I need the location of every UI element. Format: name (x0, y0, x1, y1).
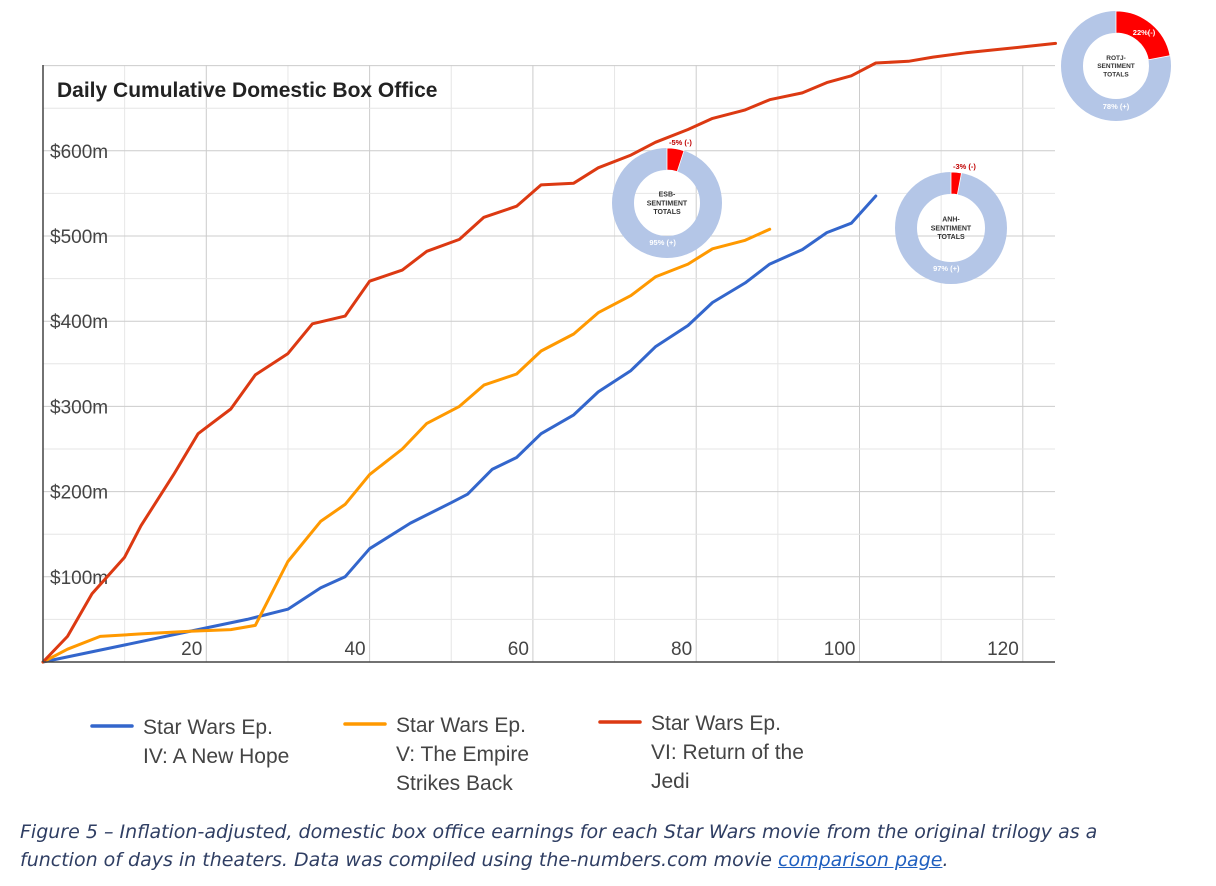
legend-label: VI: Return of the (651, 741, 804, 764)
series-line-1 (41, 194, 878, 664)
y-tick-label: $600m (50, 142, 108, 163)
y-tick-label: $200m (50, 483, 108, 504)
legend-label: Strikes Back (396, 772, 513, 795)
pie-positive-label: 97% (+) (933, 264, 960, 273)
chart-title: Daily Cumulative Domestic Box Office (57, 79, 437, 102)
x-tick-label: 100 (824, 639, 856, 660)
legend-label: Star Wars Ep. (143, 716, 273, 739)
legend-label: Star Wars Ep. (651, 712, 781, 735)
pie-negative-label: 22%(-) (1133, 28, 1156, 37)
x-tick-label: 80 (671, 639, 692, 660)
series-line-2 (41, 227, 772, 664)
x-tick-label: 40 (344, 639, 365, 660)
pie-positive-label: 78% (+) (1103, 102, 1130, 111)
legend-label: V: The Empire (396, 743, 529, 766)
series-line-3 (41, 41, 1057, 664)
y-tick-label: $400m (50, 312, 108, 333)
x-tick-label: 20 (181, 639, 202, 660)
pie-slice-negative (950, 171, 962, 196)
esb-sentiment-pie: ESB-SENTIMENT TOTALS -5% (-) 95% (+) (612, 138, 722, 258)
pie-center-label: SENTIMENT (931, 225, 972, 232)
pie-center-label: ANH- (942, 217, 960, 224)
figure-caption: Figure 5 – Inflation-adjusted, domestic … (20, 818, 1170, 874)
series-lines (41, 41, 1057, 664)
pie-positive-label: 95% (+) (649, 238, 676, 247)
y-tick-label: $100m (50, 568, 108, 589)
comparison-page-link[interactable]: comparison page (778, 849, 943, 871)
pie-center-label: ROTJ- (1106, 55, 1126, 62)
pie-negative-label: -3% (-) (953, 162, 976, 171)
pie-slice-negative (1115, 10, 1171, 61)
legend-label: Jedi (651, 770, 690, 793)
y-tick-label: $300m (50, 397, 108, 418)
anh-sentiment-pie: ANH-SENTIMENT TOTALS -3% (-) 97% (+) (895, 162, 1007, 284)
legend-item-1: Star Wars Ep. IV: A New Hope (90, 716, 289, 768)
legend-label: Star Wars Ep. (396, 714, 526, 737)
pie-center-label: TOTALS (937, 234, 965, 241)
pie-slice-negative (666, 147, 685, 173)
grid-lines (43, 65, 1055, 662)
pie-center-label: ESB- (659, 192, 676, 199)
pie-center-label: TOTALS (1103, 71, 1129, 78)
x-axis-tick-labels: 20 40 60 80 100 120 (181, 639, 1019, 660)
x-tick-label: 60 (508, 639, 529, 660)
caption-text: Figure 5 – Inflation-adjusted, domestic … (20, 821, 1098, 871)
pie-center-label: SENTIMENT (1097, 63, 1135, 70)
legend-label: IV: A New Hope (143, 745, 289, 768)
y-tick-label: $500m (50, 227, 108, 248)
y-axis-tick-labels: $100m $200m $300m $400m $500m $600m (50, 142, 108, 589)
legend-item-2: Star Wars Ep. V: The Empire Strikes Back (343, 714, 529, 795)
x-tick-label: 120 (987, 639, 1019, 660)
pie-center-label: TOTALS (653, 209, 681, 216)
pie-center-label: SENTIMENT (647, 200, 688, 207)
legend-item-3: Star Wars Ep. VI: Return of the Jedi (598, 712, 804, 793)
caption-end: . (942, 849, 949, 871)
pie-negative-label: -5% (-) (669, 138, 692, 147)
